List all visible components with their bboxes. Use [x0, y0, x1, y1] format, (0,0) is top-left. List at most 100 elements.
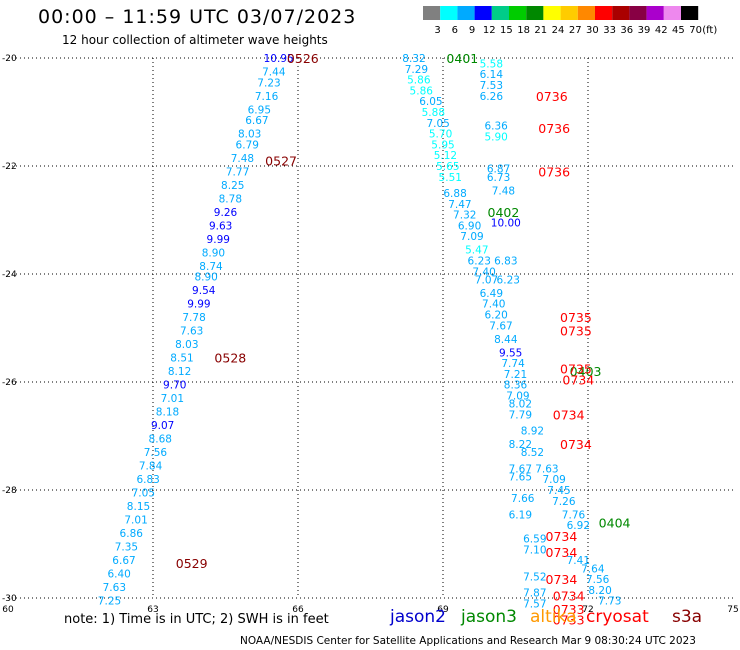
wave-height-value: 7.77 [226, 166, 249, 178]
wave-height-value: 7.40 [472, 266, 495, 278]
wave-height-value: 5.12 [434, 150, 457, 162]
wave-height-value: 10.00 [491, 218, 521, 230]
wave-height-value: 7.66 [511, 493, 535, 505]
scale-swatch [526, 6, 544, 20]
wave-height-value: 7.32 [453, 210, 476, 222]
x-tick-label: 69 [437, 605, 449, 615]
wave-height-value: 9.54 [192, 285, 216, 297]
wave-height-value: 8.78 [219, 193, 242, 205]
wave-height-value: 5.65 [436, 161, 459, 173]
wave-height-value: 9.55 [499, 347, 522, 359]
pass-time-label: 0401 [446, 51, 478, 66]
pass-time-label: 0734 [546, 545, 578, 560]
x-tick-label: 63 [147, 605, 158, 615]
wave-height-value: 7.67 [489, 320, 512, 332]
wave-height-value: 7.53 [480, 80, 503, 92]
pass-time-label: 0735 [560, 362, 592, 377]
wave-height-value: 6.67 [112, 555, 135, 567]
scale-tick-label: 39 [638, 25, 651, 36]
wave-height-value: 6.83 [494, 256, 517, 268]
wave-height-value: 8.18 [156, 407, 179, 419]
wave-height-value: 9.99 [187, 299, 210, 311]
wave-height-value: 6.23 [468, 256, 491, 268]
scale-swatch [577, 6, 595, 20]
color-scale-legend: 3 6 9 12 15 18 21 24 27 30 33 36 39 42 45 70 (ft) [423, 6, 717, 36]
scale-tick-label: 12 [483, 25, 496, 36]
wave-height-value: 8.15 [127, 501, 150, 513]
wave-height-value: 7.07 [475, 274, 498, 286]
wave-height-value: 6.23 [497, 274, 520, 286]
wave-height-value: 7.25 [98, 596, 121, 608]
wave-height-value: 6.19 [509, 509, 532, 521]
scale-tick-label: 15 [500, 25, 513, 36]
pass-time-label: 0527 [265, 154, 297, 169]
wave-height-value: 7.63 [180, 326, 203, 338]
pass-time-label: 0404 [599, 515, 631, 530]
wave-height-value: 6.59 [523, 534, 546, 546]
scale-swatch [474, 6, 492, 20]
scale-swatch [543, 6, 561, 20]
wave-height-value: 6.40 [107, 569, 130, 581]
wave-height-value: 5.90 [484, 131, 507, 143]
pass-time-label: 0403 [570, 364, 602, 379]
x-tick-label: 72 [582, 605, 593, 615]
wave-height-value: 7.56 [144, 447, 168, 459]
wave-height-value: 7.09 [542, 474, 565, 486]
scale-swatch [440, 6, 458, 20]
wave-height-value: 5.86 [407, 75, 431, 87]
wave-height-value: 7.05 [132, 488, 155, 500]
legend-s3a: s3a [672, 607, 703, 627]
wave-height-value: 7.76 [562, 509, 586, 521]
wave-height-value: 7.10 [523, 544, 546, 556]
wave-height-value: 7.40 [482, 299, 505, 311]
pass-time-label: 0733 [553, 602, 585, 617]
pass-time-label: 0734 [546, 529, 578, 544]
wave-height-value: 7.74 [501, 358, 525, 370]
wave-height-value: 7.56 [586, 574, 610, 586]
pass-time-label: 0734 [546, 572, 578, 587]
wave-height-value: 7.63 [535, 463, 558, 475]
pass-time-label: 0528 [214, 351, 246, 366]
wave-height-value: 5.70 [429, 129, 452, 141]
scale-tick-label: 9 [469, 25, 475, 36]
wave-height-value: 6.92 [567, 520, 590, 532]
wave-height-value: 9.70 [163, 380, 186, 392]
wave-height-value: 8.68 [149, 434, 172, 446]
wave-height-value: 6.79 [236, 139, 259, 151]
pass-time-label: 0526 [287, 51, 319, 66]
page-subtitle: 12 hour collection of altimeter wave hei… [62, 33, 328, 47]
wave-height-value: 6.26 [480, 91, 504, 103]
wave-height-value: 6.95 [248, 104, 271, 116]
wave-height-value: 6.88 [443, 188, 466, 200]
scale-tick-label: 42 [655, 25, 668, 36]
wave-height-value: 9.26 [214, 207, 238, 219]
wave-height-value: 7.52 [523, 571, 546, 583]
y-tick-label: -30 [2, 594, 17, 604]
wave-height-value: 8.20 [588, 585, 611, 597]
pass-time-label: 0736 [538, 164, 570, 179]
legend-altika: altika [530, 607, 577, 627]
wave-height-value: 7.26 [552, 496, 576, 508]
wave-height-value: 7.09 [506, 391, 529, 403]
scale-swatch [681, 6, 699, 20]
wave-height-value: 8.51 [170, 353, 193, 365]
wave-height-value: 6.83 [136, 474, 159, 486]
wave-height-value: 7.64 [581, 563, 605, 575]
scale-swatch [646, 6, 664, 20]
wave-height-value: 5.88 [422, 107, 445, 119]
wave-height-value: 7.44 [262, 67, 286, 79]
wave-height-value: 7.65 [509, 472, 532, 484]
pass-time-label: 0734 [560, 437, 592, 452]
wave-height-value: 7.48 [492, 185, 515, 197]
wave-height-value: 5.95 [431, 139, 454, 151]
wave-height-value: 8.03 [238, 129, 261, 141]
wave-height-value: 7.67 [509, 463, 532, 475]
wave-height-value: 6.73 [487, 172, 510, 184]
wave-height-value: 5.86 [410, 85, 434, 97]
scale-unit-label: (ft) [702, 25, 717, 36]
pass-time-label: 0734 [553, 588, 585, 603]
scale-tick-label: 3 [434, 25, 440, 36]
pass-time-label: 0735 [560, 310, 592, 325]
wave-height-value: 8.02 [509, 399, 532, 411]
wave-height-value: 10.95 [264, 53, 294, 65]
